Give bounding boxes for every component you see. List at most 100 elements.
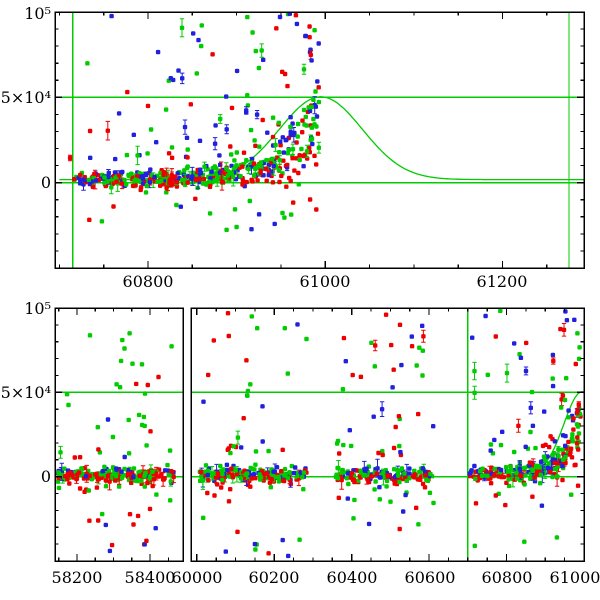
- scatter-point: [116, 484, 122, 489]
- scatter-point: [102, 464, 107, 469]
- scatter-point: [254, 112, 260, 117]
- model-curve: [59, 96, 584, 181]
- scatter-point: [515, 476, 520, 481]
- scatter-point: [155, 179, 160, 184]
- scatter-point: [100, 511, 105, 517]
- scatter-point: [256, 212, 262, 217]
- scatter-point: [56, 485, 62, 491]
- scatter-point: [282, 215, 287, 220]
- scatter-point: [252, 467, 257, 472]
- scatter-point: [99, 219, 105, 224]
- scatter-point: [169, 155, 175, 160]
- scatter-point: [142, 391, 148, 396]
- axis-box: [54, 11, 585, 269]
- scatter-point: [131, 522, 136, 527]
- scatter-point: [109, 13, 114, 19]
- scatter-point: [248, 382, 253, 387]
- scatter-point: [566, 415, 571, 420]
- scatter-point: [95, 475, 100, 480]
- scatter-point: [341, 442, 346, 448]
- scatter-point: [274, 26, 279, 31]
- scatter-point: [124, 182, 129, 187]
- scatter-point: [197, 176, 203, 182]
- scatter-point: [550, 383, 556, 389]
- scatter-point: [341, 335, 347, 341]
- scatter-point: [534, 463, 539, 468]
- scatter-point: [95, 425, 100, 430]
- scatter-point: [401, 509, 406, 514]
- scatter-point: [379, 407, 385, 412]
- scatter-point: [522, 482, 527, 487]
- scatter-point: [472, 463, 477, 469]
- scatter-point: [180, 177, 185, 183]
- scatter-point: [500, 429, 505, 434]
- scatter-point: [422, 485, 428, 490]
- scatter-point: [301, 470, 307, 475]
- scatter-point: [522, 539, 527, 544]
- scatter-point: [412, 468, 417, 473]
- scatter-point: [229, 105, 235, 111]
- scatter-point: [169, 469, 174, 474]
- scatter-point: [105, 128, 110, 133]
- scatter-point: [348, 475, 354, 480]
- scatter-point: [249, 476, 255, 481]
- scatter-point: [335, 438, 341, 444]
- scatter-point: [229, 171, 234, 176]
- scatter-point: [279, 173, 284, 179]
- scatter-point: [129, 171, 134, 176]
- scatter-point: [198, 167, 203, 172]
- scatter-point: [291, 470, 297, 476]
- scatter-point: [311, 97, 316, 102]
- scatter-point: [340, 387, 346, 392]
- scatter-point: [204, 180, 209, 186]
- scatter-point: [362, 467, 367, 473]
- scatter-point: [551, 358, 556, 364]
- scatter-point: [251, 173, 257, 178]
- scatter-point: [293, 465, 298, 470]
- scatter-point: [124, 152, 130, 158]
- scatter-point: [416, 411, 421, 417]
- scatter-point: [575, 409, 580, 414]
- scatter-point: [174, 202, 179, 208]
- scatter-point: [312, 153, 317, 158]
- scatter-point: [148, 429, 153, 434]
- scatter-point: [66, 402, 71, 408]
- scatter-point: [403, 492, 408, 498]
- top-x-tick-label-61200: 61200: [477, 272, 528, 291]
- scatter-point: [151, 477, 157, 482]
- scatter-point: [315, 131, 321, 136]
- scatter-point: [285, 162, 290, 168]
- scatter-point: [404, 478, 409, 483]
- scatter-point: [230, 474, 236, 480]
- scatter-point: [229, 163, 234, 169]
- scatter-point: [316, 85, 321, 90]
- scatter-point: [351, 516, 356, 521]
- scatter-point: [110, 434, 116, 440]
- scatter-point: [548, 469, 553, 475]
- scatter-point: [552, 439, 558, 444]
- scatter-point: [277, 150, 282, 155]
- scatter-point: [155, 49, 161, 55]
- scatter-point: [159, 178, 164, 183]
- axis-labels: 10⁵ 5×10⁴ 0 60800 61000 61200 10⁵ 5×10⁴ …: [1, 4, 600, 587]
- scatter-point: [310, 141, 315, 147]
- scatter-point: [574, 422, 580, 427]
- scatter-point: [260, 404, 265, 409]
- scatter-point: [87, 518, 92, 523]
- scatter-point: [87, 473, 92, 478]
- scatter-point: [372, 487, 377, 492]
- scatter-point: [217, 153, 222, 158]
- scatter-point: [316, 99, 322, 105]
- scatter-point: [215, 177, 220, 182]
- scatter-point: [260, 117, 265, 123]
- scatter-point: [277, 157, 282, 163]
- scatter-point: [148, 167, 153, 172]
- scatter-point: [86, 177, 92, 183]
- scatter-point: [488, 442, 494, 447]
- scatter-point: [545, 465, 551, 471]
- scatter-point: [335, 465, 340, 471]
- scatter-point: [296, 182, 301, 187]
- scatter-point: [213, 123, 218, 128]
- scatter-point: [552, 467, 558, 472]
- scatter-point: [75, 472, 80, 477]
